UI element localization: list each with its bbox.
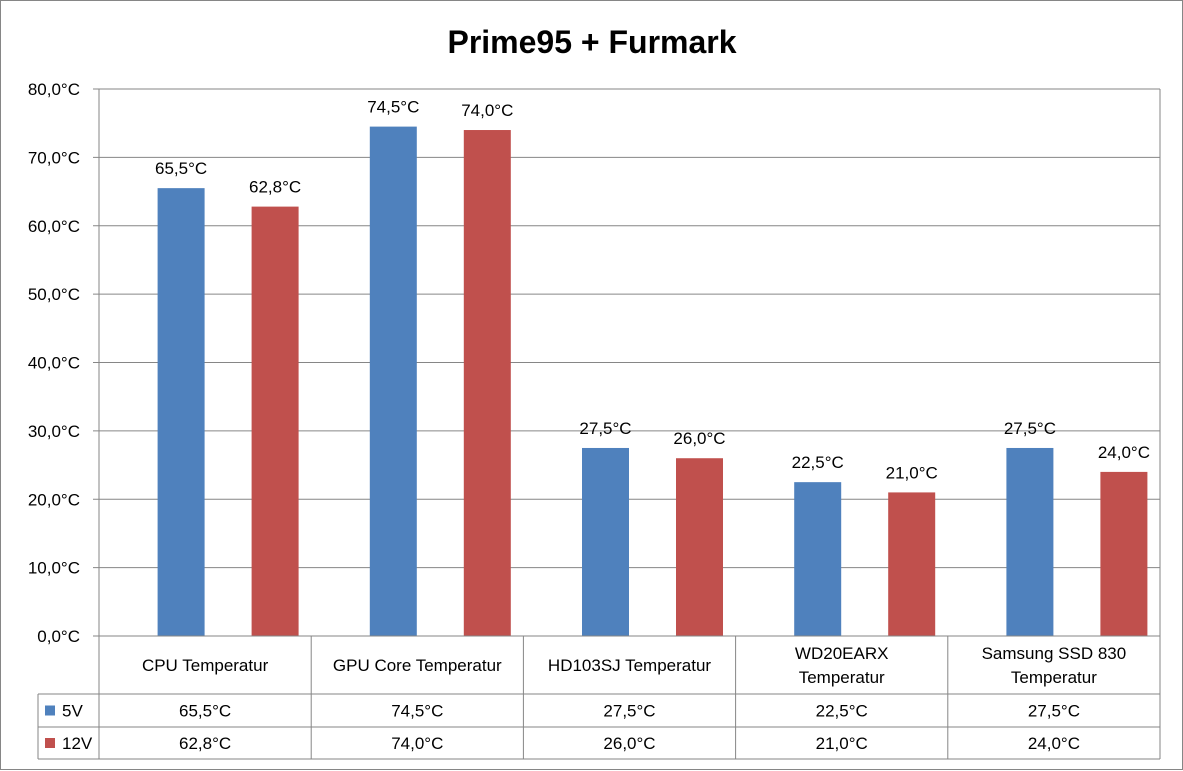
- bar-5v: [369, 126, 417, 636]
- data-labels: 65,5°C 74,5°C 27,5°C 22,5°C 27,5°C 62,8°C 74,0…: [155, 98, 1150, 483]
- y-tick-label: 80,0°C: [28, 80, 80, 99]
- data-label: 27,5°C: [1004, 419, 1056, 438]
- y-tick-label: 40,0°C: [28, 354, 80, 373]
- data-label: 26,0°C: [673, 429, 725, 448]
- category-label: CPU Temperatur: [142, 656, 269, 675]
- bar-12v: [463, 130, 511, 636]
- data-label: 27,5°C: [579, 419, 631, 438]
- category-label: HD103SJ Temperatur: [548, 656, 711, 675]
- category-label: Temperatur: [799, 668, 885, 687]
- bar-5v: [1006, 447, 1054, 636]
- y-tick-label: 60,0°C: [28, 217, 80, 236]
- bar-12v: [251, 206, 299, 637]
- legend-label: 12V: [62, 734, 93, 753]
- data-label: 74,0°C: [461, 101, 513, 120]
- legend-key-12v: [45, 738, 55, 748]
- table-value: 21,0°C: [816, 734, 868, 753]
- data-label: 22,5°C: [792, 453, 844, 472]
- bar-5v: [582, 447, 629, 636]
- table-value: 22,5°C: [816, 702, 868, 721]
- table-value: 62,8°C: [179, 734, 231, 753]
- table-value: 74,0°C: [391, 734, 443, 753]
- table-value: 26,0°C: [603, 734, 655, 753]
- y-axis: 0,0°C 10,0°C 20,0°C 30,0°C 40,0°C 50,0°C 60,0°…: [28, 80, 1161, 646]
- bar-12v: [888, 492, 936, 636]
- data-table: CPU Temperatur GPU Core Temperatur HD103SJ…: [37, 635, 1161, 760]
- bars: [157, 126, 1148, 637]
- y-tick-label: 50,0°C: [28, 285, 80, 304]
- y-tick-label: 0,0°C: [37, 627, 80, 646]
- data-label: 65,5°C: [155, 159, 207, 178]
- y-tick-label: 30,0°C: [28, 422, 80, 441]
- y-tick-label: 70,0°C: [28, 148, 80, 167]
- category-label: Samsung SSD 830: [982, 644, 1127, 663]
- table-value: 27,5°C: [1028, 702, 1080, 721]
- table-value: 65,5°C: [179, 702, 231, 721]
- chart-title: Prime95 + Furmark: [447, 24, 736, 60]
- table-value: 24,0°C: [1028, 734, 1080, 753]
- data-label: 21,0°C: [886, 463, 938, 482]
- legend-label: 5V: [62, 702, 83, 721]
- data-label: 74,5°C: [367, 98, 419, 117]
- data-label: 62,8°C: [249, 178, 301, 197]
- table-value: 27,5°C: [603, 702, 655, 721]
- bar-5v: [794, 482, 842, 636]
- legend-key-5v: [45, 705, 55, 716]
- bar-12v: [1100, 471, 1148, 636]
- bar-12v: [676, 458, 723, 636]
- y-tick-label: 20,0°C: [28, 490, 80, 509]
- category-label: Temperatur: [1011, 668, 1097, 687]
- category-label: WD20EARX: [795, 644, 889, 663]
- data-label: 24,0°C: [1098, 443, 1150, 462]
- y-tick-label: 10,0°C: [28, 559, 80, 578]
- category-label: GPU Core Temperatur: [333, 656, 502, 675]
- table-value: 74,5°C: [391, 702, 443, 721]
- bar-5v: [157, 188, 205, 637]
